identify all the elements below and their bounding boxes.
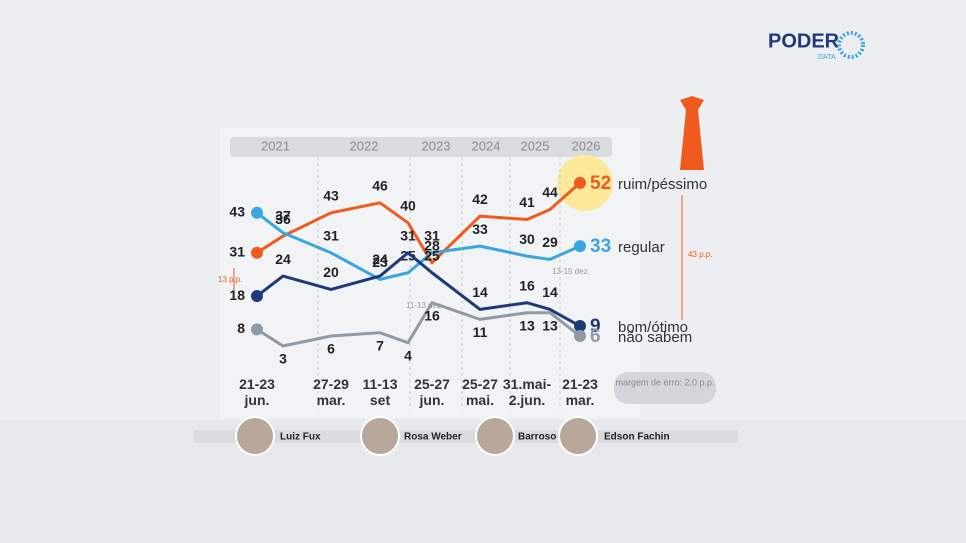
x-tick-label: 11-13 set [362,376,398,408]
value-label: 13 [542,317,558,333]
legend-label: ruim/péssimo [618,176,707,193]
series-line [256,181,581,265]
value-label: 31 [424,227,440,243]
value-label: 42 [472,191,488,207]
point [251,323,263,336]
value-label: 23 [372,254,388,270]
value-label: 25 [424,247,440,263]
value-label: 3 [279,351,287,367]
value-label: 41 [519,194,535,210]
value-label: 11 [473,324,488,340]
margin-box [614,372,716,404]
value-label: 46 [372,178,388,194]
value-label: 29 [542,234,558,250]
point [251,290,263,303]
value-label: 52 [590,173,611,194]
value-label: 31 [400,227,416,243]
value-label: 31 [229,243,245,259]
series-line [256,301,581,348]
point [574,176,586,189]
x-tick-label: 31.mai-2.jun. [502,376,552,408]
value-label: 24 [372,251,388,267]
point [574,330,586,343]
value-label: 7 [376,337,384,353]
value-label: 33 [590,236,611,257]
x-tick-label: 25-27 mai. [462,376,498,408]
judge-bar [194,430,738,443]
judge-photo [360,416,400,456]
judge-photo [475,416,515,456]
series-line [256,251,581,328]
judge-name: Edson Fachin [604,432,670,443]
value-label: 14 [472,284,488,300]
judge-name: Rosa Weber [404,432,462,443]
judge-name: Barroso [518,432,556,443]
value-label: 9 [590,316,601,337]
year-label: 2023 [422,138,451,153]
x-tick-label: 25-27 jun. [414,376,450,408]
value-label: 16 [424,307,440,323]
year-label: 2022 [350,138,379,153]
annotation: 13 p.p. [218,275,242,284]
value-label: 40 [400,198,416,214]
value-label: 30 [519,231,535,247]
value-label: 4 [404,347,412,363]
value-label: 37 [275,207,291,223]
brand: PODER [768,30,840,52]
point [574,320,586,333]
value-label: 24 [275,251,291,267]
year-label: 2024 [472,138,501,153]
annotation: 13-15 dez. [552,267,590,276]
judge-name: Luiz Fux [280,432,321,443]
value-label: 28 [424,237,440,253]
year-label: 2025 [521,138,550,153]
value-label: 8 [237,320,245,336]
legend-label: não sabem [618,329,692,346]
value-label: 31 [323,227,339,243]
brand-sub: DATA [818,54,836,61]
value-label: 25 [400,247,416,263]
year-label: 2026 [572,138,601,153]
logo [837,31,865,59]
point [574,240,586,253]
legend-label: regular [618,239,665,256]
x-tick-label: 27-29 mar. [313,376,349,408]
value-label: 20 [323,264,339,280]
year-label: 2021 [261,138,290,153]
value-label: 16 [519,277,535,293]
annotation: 11-13 dez. [406,301,443,310]
annotation: margem de erro: 2,0 p.p. [615,377,714,387]
judge-photo [558,416,598,456]
judge-photo [235,416,275,456]
value-label: 6 [590,326,601,347]
value-label: 6 [327,341,335,357]
value-label: 36 [275,211,291,227]
x-tick-label: 21-23 jun. [239,376,275,408]
value-label: 14 [542,284,558,300]
point [251,206,263,219]
point [251,246,263,259]
value-label: 13 [519,317,535,333]
value-label: 33 [472,221,488,237]
year-bar [230,137,612,157]
value-label: 43 [323,188,339,204]
bell-icon [680,96,704,170]
value-label: 43 [229,204,245,220]
value-label: 44 [542,184,558,200]
annotation: 43 p.p. [688,250,712,259]
legend-label: bom/ótimo [618,319,688,336]
value-label: 18 [229,287,245,303]
x-tick-label: 21-23 mar. [562,376,598,408]
